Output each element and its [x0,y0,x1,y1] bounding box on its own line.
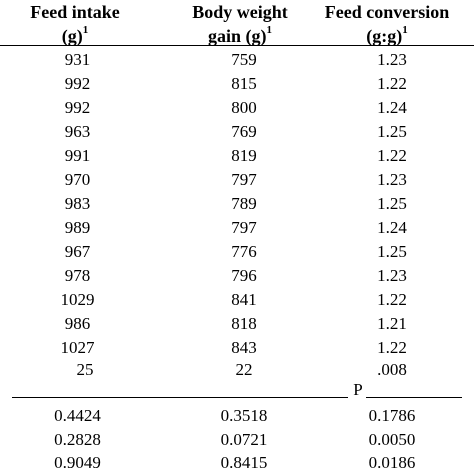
p-value-cell: 0.0721 [220,430,268,449]
p-value-cell: 0.8415 [220,453,268,472]
p-value-cell: 0.3518 [220,406,268,425]
table-cell: 1.23 [377,266,407,285]
table-cell: 796 [231,266,257,285]
table-cell: 963 [64,122,91,141]
table-cell: 1.25 [377,194,407,213]
table-cell: 1029 [60,290,95,309]
table-cell: 1.23 [377,50,407,69]
table-cell: 1.22 [377,74,407,93]
table-cell: 818 [231,314,257,333]
table-cell: 1.22 [377,146,407,165]
table-cell: 1.22 [377,290,407,309]
table-cell: 1.22 [377,338,407,357]
table-cell: 931 [64,50,91,69]
table-cell: 1.21 [377,314,407,333]
table-cell: 989 [64,218,91,237]
table-cell: 986 [64,314,91,333]
header-feed-conversion-line1: Feed conversion [324,2,450,22]
table-cell: 1.25 [377,122,407,141]
header-feed-intake-line2: (g)1 [61,24,89,46]
table-cell: 992 [64,74,91,93]
p-value-cell: 0.0050 [368,430,416,449]
table-cell: 800 [231,98,257,117]
table-cell: 759 [231,50,257,69]
header-feed-conversion-line2: (g:g)1 [366,24,408,46]
table-cell: 815 [231,74,257,93]
header-body-weight-gain-line2: gain (g)1 [208,24,272,46]
table-cell: 1.24 [377,98,407,117]
header-divider [0,45,474,46]
sem-cell: 22 [235,360,253,379]
p-value-cell: 0.0186 [368,453,416,472]
table-cell: 797 [231,170,257,189]
table-cell: 1.24 [377,218,407,237]
table-cell: 983 [64,194,91,213]
table-cell: 967 [64,242,91,261]
p-value-cell: 0.4424 [54,406,101,425]
table-cell: 819 [231,146,257,165]
sem-cell: .008 [377,360,407,379]
sem-cell: 25 [76,360,94,379]
header-feed-conversion: Feed conversion (g:g)1 [300,2,474,46]
p-value-cell: 0.2828 [54,430,101,449]
table-cell: 769 [231,122,257,141]
table-cell: 1027 [60,338,95,357]
table-cell: 992 [64,98,91,117]
p-value-cell: 0.9049 [54,453,101,472]
table-cell: 991 [64,146,91,165]
header-feed-intake: Feed intake (g)1 [0,2,150,46]
table-cell: 843 [231,338,257,357]
table-cell: 776 [231,242,257,261]
table-cell: 1.23 [377,170,407,189]
table-cell: 978 [64,266,91,285]
p-divider-right [366,397,462,398]
p-value-cell: 0.1786 [368,406,416,425]
table-cell: 970 [64,170,91,189]
header-feed-intake-line1: Feed intake [30,2,120,22]
header-body-weight-gain: Body weight gain (g)1 [160,2,320,46]
table-cell: 797 [231,218,257,237]
table-cell: 1.25 [377,242,407,261]
table-cell: 841 [231,290,257,309]
header-body-weight-gain-line1: Body weight [192,2,288,22]
table-cell: 789 [231,194,257,213]
p-divider-left [12,397,348,398]
p-label: P [353,380,363,399]
